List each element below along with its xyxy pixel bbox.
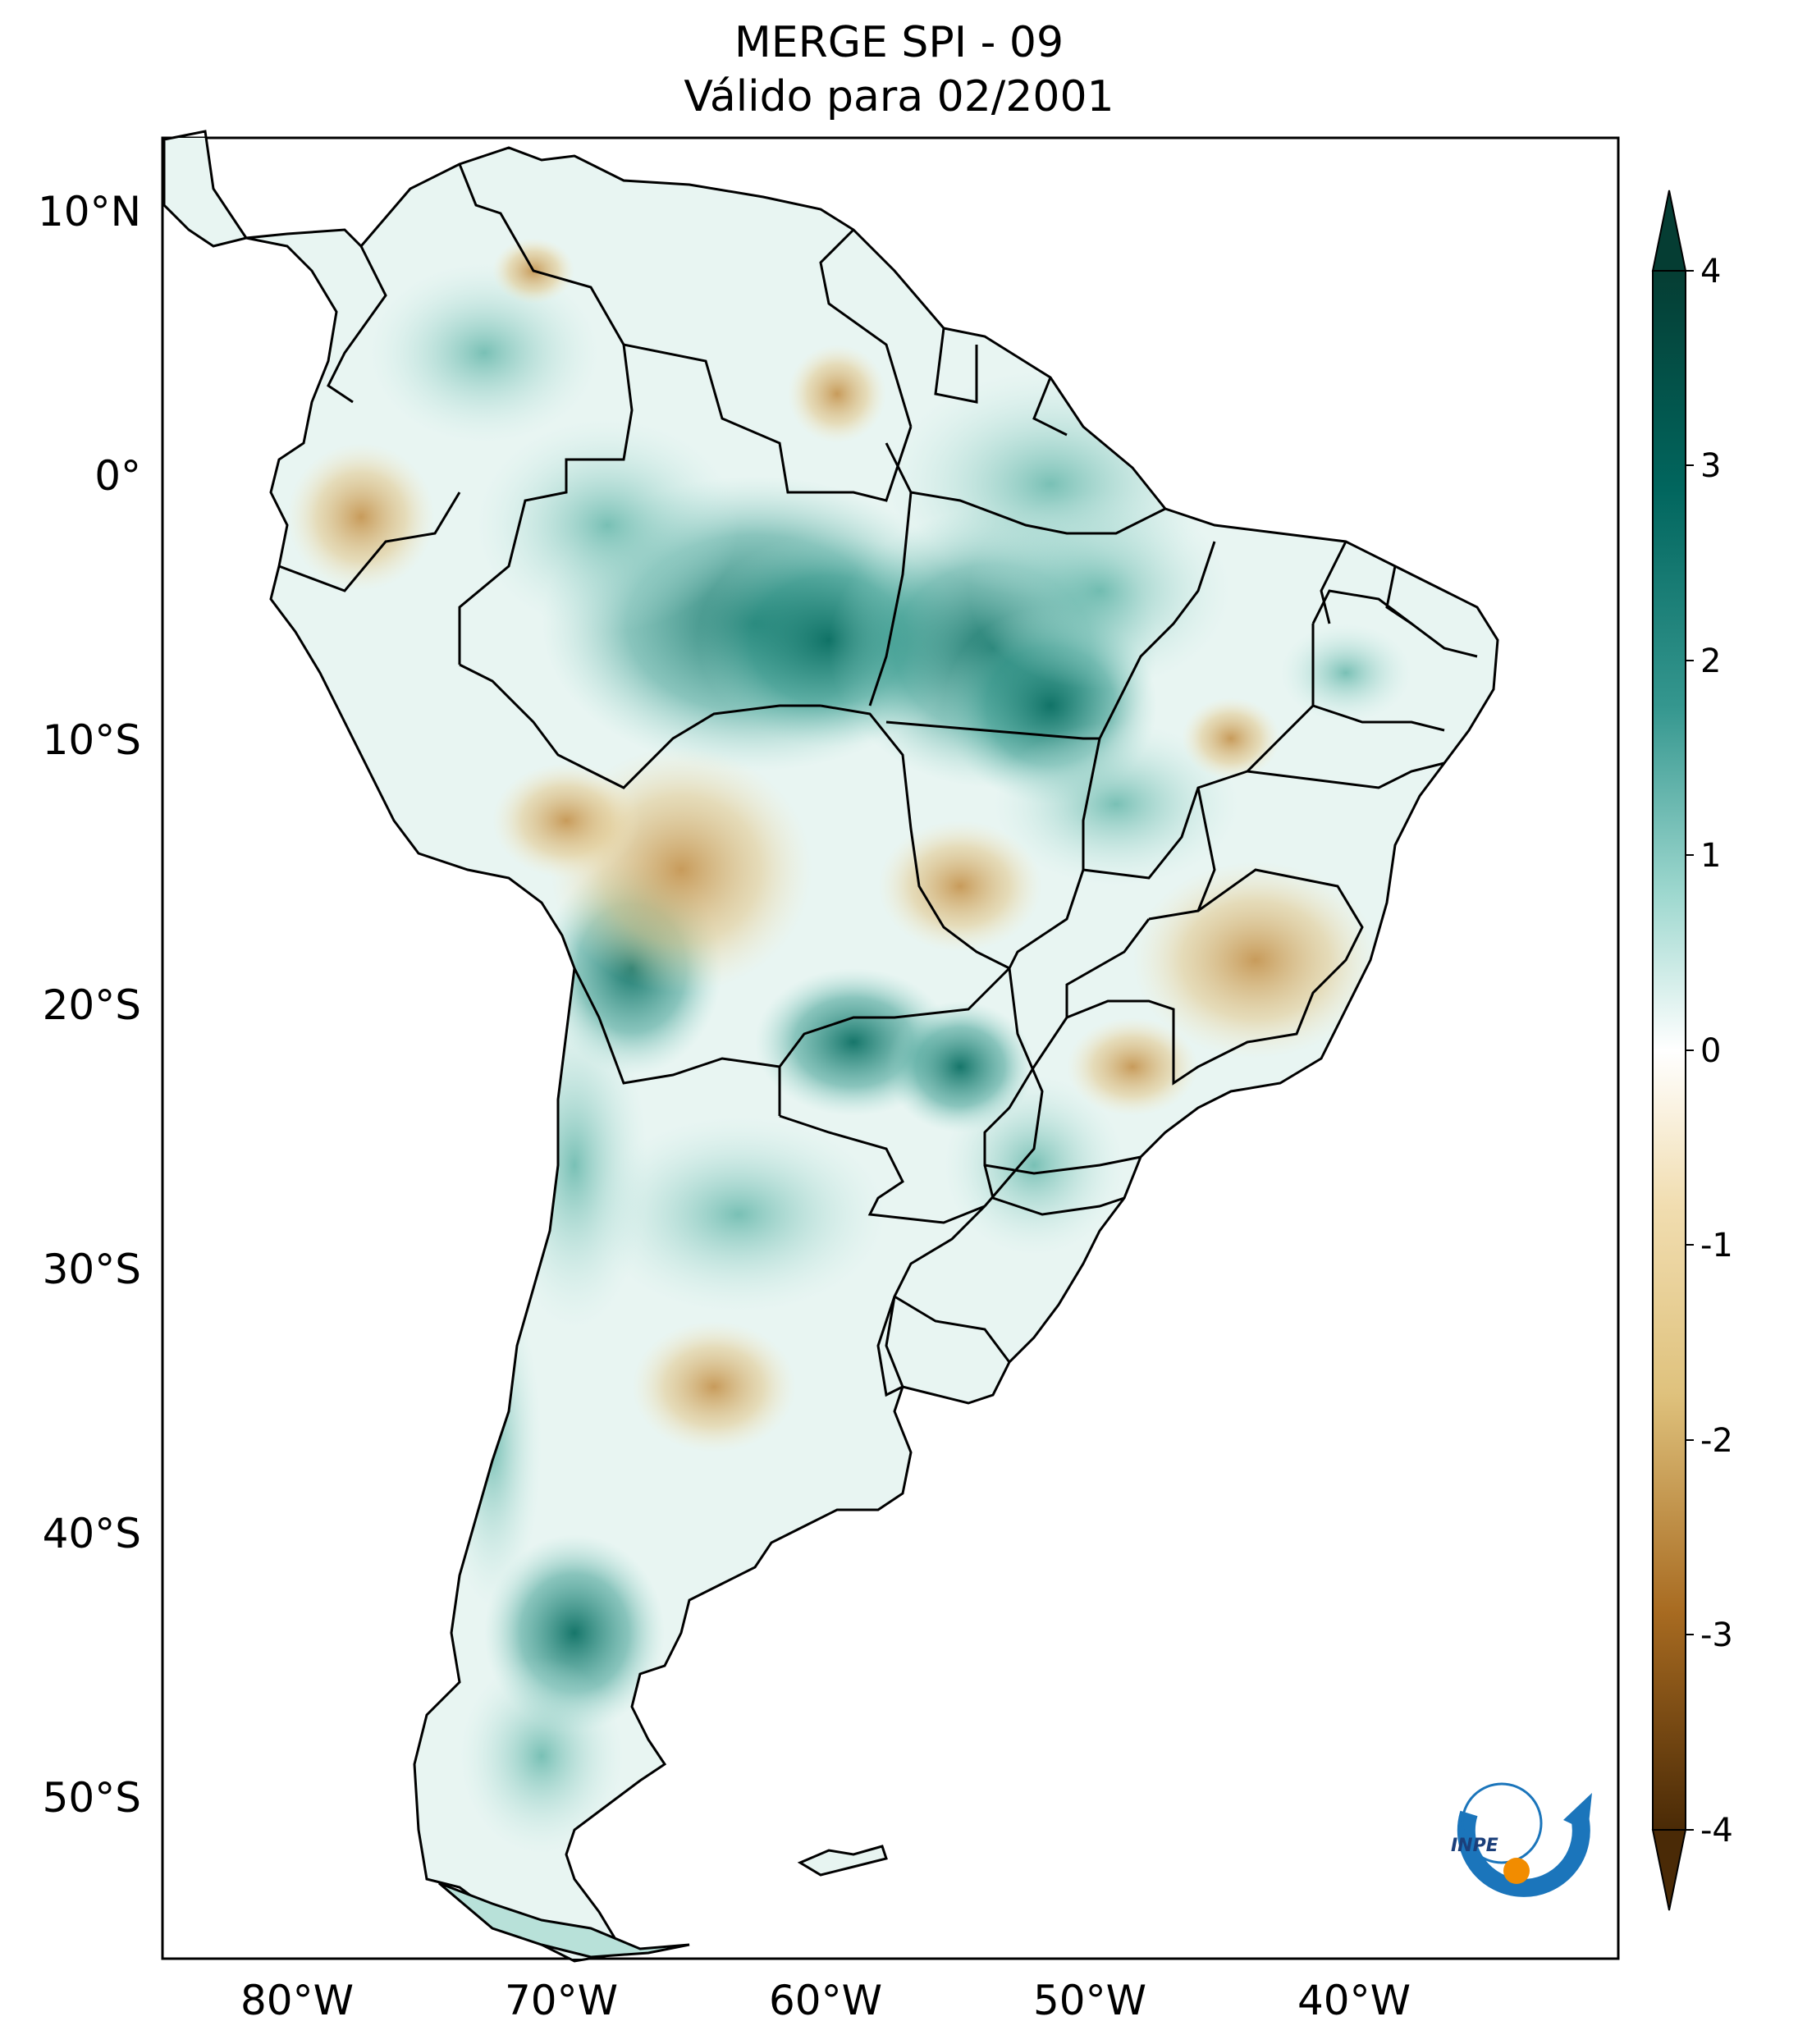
tierra-del-fuego — [438, 1882, 690, 1959]
logo-arrow-icon — [1563, 1793, 1592, 1831]
colorbar-tick-1: 1 — [1700, 837, 1721, 875]
lat-tick-10n: 10°N — [38, 188, 141, 235]
chart-subtitle: Válido para 02/2001 — [684, 72, 1114, 121]
inpe-logo: INPE — [1451, 1782, 1592, 1897]
longitude-axis: 80°W 70°W 60°W 50°W 40°W — [240, 1977, 1411, 2024]
colorbar-tick-0: 0 — [1700, 1032, 1721, 1070]
colorbar-gradient — [1652, 270, 1686, 1831]
lon-tick-50w: 50°W — [1033, 1977, 1146, 2024]
colorbar-tick-4: 4 — [1700, 253, 1721, 290]
chart-title: MERGE SPI - 09 — [734, 18, 1064, 67]
lat-tick-0: 0° — [94, 452, 141, 500]
lat-tick-40s: 40°S — [43, 1510, 141, 1557]
logo-text: INPE — [1451, 1836, 1498, 1856]
colorbar: 4 3 2 1 0 -1 -2 -3 -4 — [1651, 190, 1733, 1911]
logo-ring — [1461, 1782, 1543, 1864]
colorbar-tick-neg4: -4 — [1700, 1812, 1733, 1850]
colorbar-tick-3: 3 — [1700, 447, 1721, 485]
colorbar-tick-neg3: -3 — [1700, 1616, 1733, 1654]
lon-tick-40w: 40°W — [1297, 1977, 1411, 2024]
lon-tick-70w: 70°W — [505, 1977, 618, 2024]
coastline — [162, 130, 1499, 1963]
lat-tick-20s: 20°S — [43, 981, 141, 1029]
political-borders — [278, 163, 1478, 1397]
lon-tick-60w: 60°W — [769, 1977, 882, 2024]
lat-tick-10s: 10°S — [43, 716, 141, 764]
colorbar-tick-neg1: -1 — [1700, 1227, 1733, 1264]
colorbar-max-extend — [1651, 190, 1687, 272]
lat-tick-50s: 50°S — [43, 1774, 141, 1822]
lon-tick-80w: 80°W — [240, 1977, 354, 2024]
falkland-islands — [797, 1845, 888, 1877]
latitude-axis: 10°N 0° 10°S 20°S 30°S 40°S 50°S — [38, 188, 141, 1822]
lat-tick-30s: 30°S — [43, 1246, 141, 1293]
colorbar-min-extend — [1651, 1829, 1687, 1911]
colorbar-tick-2: 2 — [1700, 642, 1721, 680]
logo-sun-icon — [1503, 1858, 1530, 1884]
colorbar-tick-neg2: -2 — [1700, 1422, 1733, 1460]
